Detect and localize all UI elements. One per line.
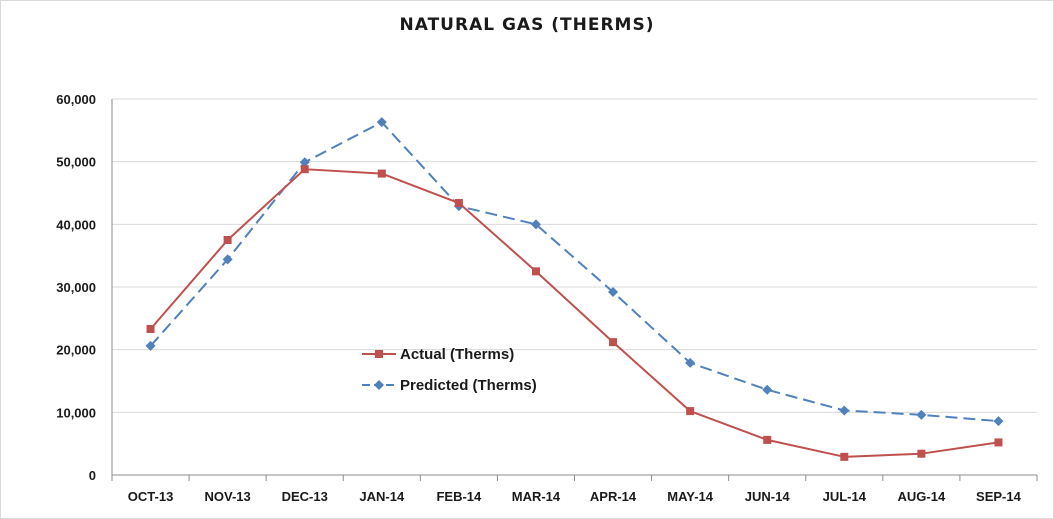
x-tick-label: JAN-14: [359, 489, 405, 504]
data-point: [146, 324, 155, 333]
x-tick-label: SEP-14: [976, 489, 1022, 504]
x-tick-label: AUG-14: [898, 489, 946, 504]
x-tick-label: MAY-14: [667, 489, 714, 504]
data-point: [763, 435, 772, 444]
x-tick-label: JUL-14: [823, 489, 867, 504]
data-point: [993, 416, 1004, 427]
y-tick-label: 60,000: [56, 92, 96, 107]
data-point: [222, 254, 233, 265]
x-axis-ticks: OCT-13 NOV-13 DEC-13 JAN-14 FEB-14 MAR-14 APR-…: [111, 475, 1038, 504]
data-point: [530, 219, 541, 230]
data-point: [916, 409, 927, 420]
data-point: [994, 438, 1003, 447]
legend-item: Predicted (Therms): [362, 377, 537, 394]
data-point: [686, 407, 695, 416]
legend-label: Predicted (Therms): [400, 377, 537, 394]
x-tick-label: FEB-14: [436, 489, 482, 504]
data-point: [377, 169, 386, 178]
x-tick-label: NOV-13: [205, 489, 251, 504]
series-actual: [146, 165, 1003, 461]
data-point: [840, 452, 849, 461]
y-tick-label: 50,000: [56, 155, 96, 170]
chart-title: NATURAL GAS (THERMS): [400, 15, 655, 35]
y-axis-ticks: 0 10,000 20,000 30,000 40,000 50,000 60,000: [56, 92, 96, 483]
y-tick-label: 0: [89, 468, 96, 483]
gridlines: [111, 98, 1037, 476]
x-tick-label: JUN-14: [745, 489, 791, 504]
x-tick-label: OCT-13: [128, 489, 174, 504]
data-point: [917, 449, 926, 458]
x-tick-label: MAR-14: [512, 489, 561, 504]
data-point: [609, 338, 618, 347]
x-tick-label: APR-14: [590, 489, 637, 504]
legend-marker: [374, 380, 384, 390]
data-point: [762, 384, 773, 395]
y-tick-label: 30,000: [56, 280, 96, 295]
y-tick-label: 20,000: [56, 343, 96, 358]
series-line: [149, 168, 999, 458]
data-point: [145, 340, 156, 351]
data-point: [299, 157, 310, 168]
series-line: [149, 121, 999, 423]
legend: Actual (Therms) Predicted (Therms): [362, 346, 537, 394]
legend-marker: [375, 350, 383, 358]
data-point: [454, 199, 463, 208]
data-point: [300, 165, 309, 174]
y-tick-label: 10,000: [56, 405, 96, 420]
series-layer: [145, 117, 1004, 461]
data-point: [685, 357, 696, 368]
data-point: [839, 405, 850, 416]
legend-item: Actual (Therms): [362, 346, 514, 363]
series-predicted: [145, 117, 1004, 427]
legend-label: Actual (Therms): [400, 346, 514, 363]
data-point: [608, 287, 619, 298]
y-tick-label: 40,000: [56, 217, 96, 232]
x-tick-label: DEC-13: [282, 489, 328, 504]
data-point: [531, 267, 540, 276]
data-point: [223, 236, 232, 244]
data-point: [376, 117, 387, 128]
